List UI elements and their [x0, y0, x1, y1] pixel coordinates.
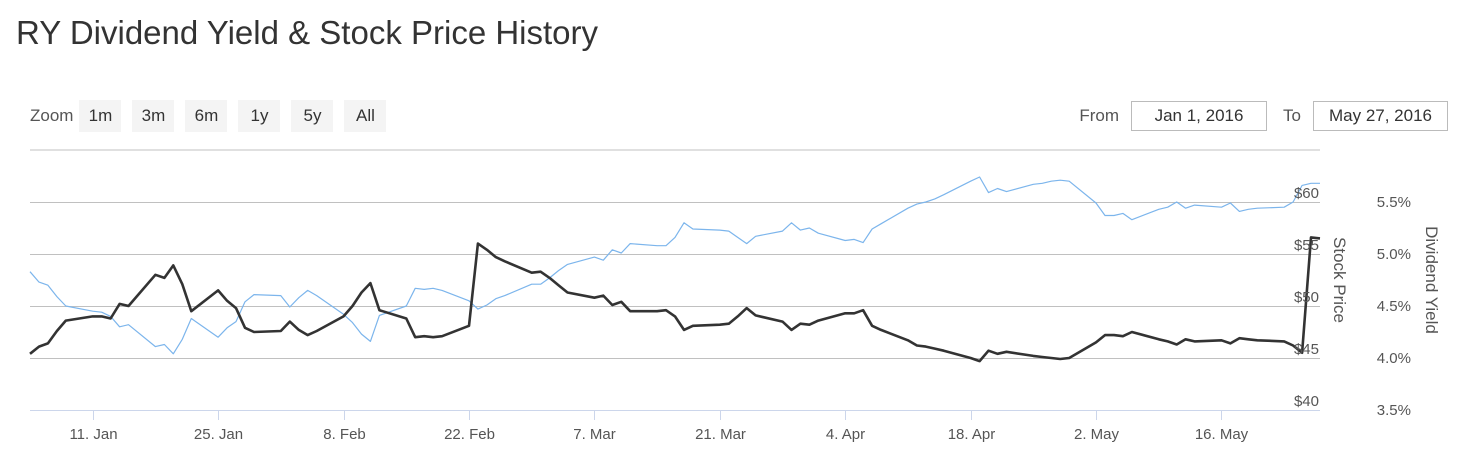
zoom-3m-button[interactable]: 3m: [132, 100, 175, 132]
price-axis-title: Stock Price: [1330, 237, 1349, 323]
x-tick-label: 7. Mar: [573, 426, 616, 443]
x-tick-label: 22. Feb: [444, 426, 495, 443]
zoom-all-button[interactable]: All: [344, 100, 387, 132]
x-tick-label: 18. Apr: [948, 426, 996, 443]
price-tick-label: $50: [1294, 289, 1319, 306]
yield-tick-label: 4.5%: [1377, 298, 1411, 315]
date-range-selector: From To: [1063, 100, 1448, 132]
from-label: From: [1079, 106, 1120, 125]
yield-tick-label: 4.0%: [1377, 350, 1411, 367]
yield-tick-label: 5.5%: [1377, 194, 1411, 211]
from-date-input[interactable]: [1131, 101, 1268, 131]
zoom-1m-button[interactable]: 1m: [79, 100, 122, 132]
x-tick-label: 25. Jan: [194, 426, 243, 443]
price-tick-label: $45: [1294, 341, 1319, 358]
x-axis: 11. Jan 25. Jan 8. Feb 22. Feb 7. Mar 21. Mar…: [69, 410, 1249, 443]
grid-lines: [30, 149, 1320, 411]
zoom-label: Zoom: [30, 106, 74, 125]
page-title: RY Dividend Yield & Stock Price History: [16, 14, 599, 51]
x-tick-label: 16. May: [1195, 426, 1249, 443]
price-tick-label: $60: [1294, 185, 1319, 202]
zoom-bar: Zoom 1m 3m 6m 1y 5y All: [30, 100, 397, 132]
to-label: To: [1283, 106, 1301, 125]
yield-series-line: [29, 236, 1321, 363]
x-tick-label: 4. Apr: [826, 426, 865, 443]
x-tick-label: 11. Jan: [69, 426, 117, 443]
price-tick-label: $40: [1294, 393, 1319, 410]
price-tick-label: $55: [1294, 237, 1319, 254]
yield-axis: 3.5% 4.0% 4.5% 5.0% 5.5%: [1377, 194, 1411, 419]
x-tick-label: 2. May: [1074, 426, 1120, 443]
to-date-input[interactable]: [1313, 101, 1448, 131]
zoom-5y-button[interactable]: 5y: [291, 100, 334, 132]
price-series-line: [29, 176, 1320, 355]
chart-series: [29, 176, 1321, 363]
zoom-1y-button[interactable]: 1y: [238, 100, 281, 132]
yield-tick-label: 3.5%: [1377, 402, 1411, 419]
yield-axis-title: Dividend Yield: [1422, 226, 1441, 334]
yield-tick-label: 5.0%: [1377, 246, 1411, 263]
x-tick-label: 21. Mar: [695, 426, 746, 443]
zoom-6m-button[interactable]: 6m: [185, 100, 228, 132]
x-tick-label: 8. Feb: [323, 426, 366, 443]
price-axis: $40 $45 $50 $55 $60: [1294, 185, 1319, 410]
